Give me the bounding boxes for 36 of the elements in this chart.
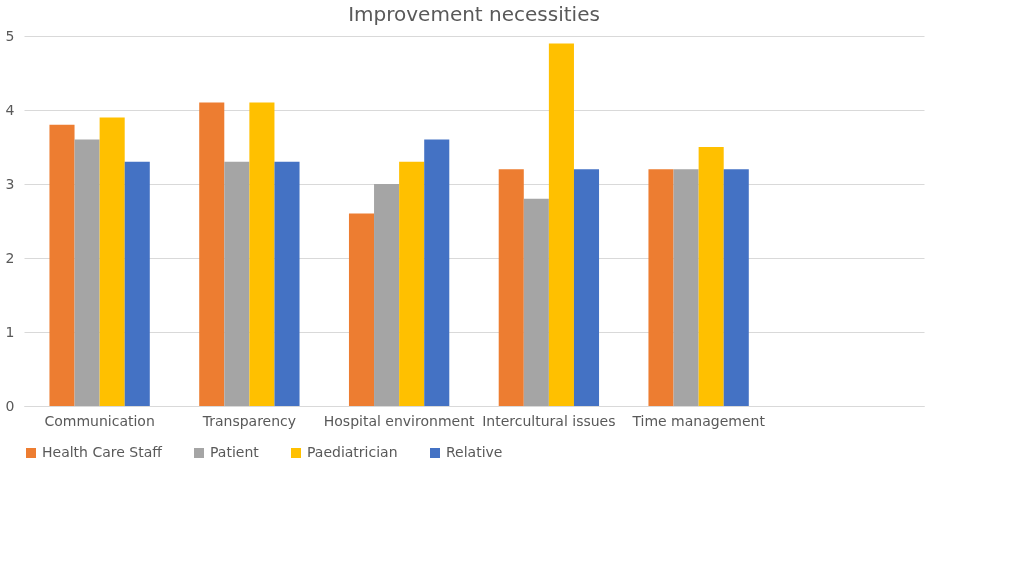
y-tick-label: 4: [5, 101, 15, 118]
legend-label: Paediatrician: [307, 444, 398, 460]
x-tick-label: Intercultural issues: [482, 412, 616, 429]
chart-title: Improvement necessities: [348, 2, 600, 26]
y-tick-label: 2: [5, 249, 15, 266]
bar: [548, 43, 574, 406]
bar: [348, 213, 375, 406]
bar: [99, 117, 125, 406]
bar: [498, 169, 524, 406]
legend-label: Relative: [446, 444, 503, 460]
bar: [698, 147, 724, 406]
bar: [199, 102, 225, 406]
bar: [274, 161, 300, 406]
bar: [249, 102, 275, 406]
bar: [124, 161, 150, 406]
y-tick-label: 1: [5, 323, 15, 340]
bar: [49, 124, 75, 406]
bar: [673, 169, 699, 406]
x-tick-label: Hospital environment: [323, 412, 475, 429]
bar: [573, 169, 600, 406]
bar: [648, 169, 674, 406]
x-tick-label: Time management: [631, 412, 766, 429]
bar: [723, 169, 749, 406]
x-tick-label: Communication: [44, 412, 155, 429]
bar: [224, 161, 250, 406]
y-tick-label: 0: [5, 397, 15, 414]
legend-label: Health Care Staff: [42, 444, 163, 460]
bar: [374, 184, 400, 406]
bar: [74, 139, 100, 406]
bar: [399, 161, 425, 406]
bar: [424, 139, 450, 406]
bar: [523, 198, 549, 406]
legend-label: Patient: [210, 444, 260, 460]
y-tick-label: 3: [5, 175, 15, 192]
y-tick-label: 5: [5, 27, 15, 44]
x-tick-label: Transparency: [201, 412, 297, 429]
